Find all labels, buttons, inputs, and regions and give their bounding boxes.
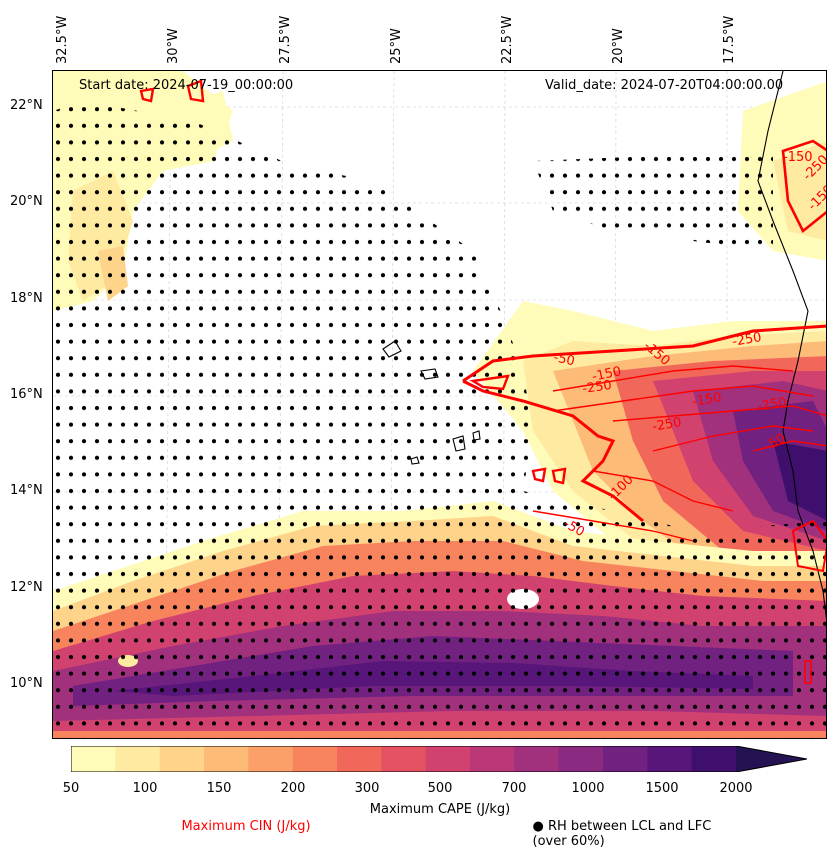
lon-label-22-5w: 22.5°W xyxy=(500,15,515,64)
cin-label: -150 xyxy=(691,390,723,410)
cbar-tick: 1500 xyxy=(645,781,679,796)
lat-label-16n: 16°N xyxy=(10,387,43,402)
cbar-tick: 2000 xyxy=(719,781,753,796)
lat-label-10n: 10°N xyxy=(10,676,43,691)
colorbar-cell xyxy=(204,746,249,772)
lat-label-20n: 20°N xyxy=(10,194,43,209)
lon-label-30w: 30°W xyxy=(166,28,181,64)
lat-label-14n: 14°N xyxy=(10,483,43,498)
colorbar-cell xyxy=(603,746,648,772)
map-canvas: -50 -150 -250 -150 -250 -150 -250 -250 -… xyxy=(53,71,826,738)
lon-label-27-5w: 27.5°W xyxy=(278,15,293,64)
lon-label-17-5w: 17.5°W xyxy=(722,15,737,64)
map-panel: -50 -150 -250 -150 -250 -150 -250 -250 -… xyxy=(52,70,827,739)
cbar-tick: 150 xyxy=(206,781,232,796)
lat-label-12n: 12°N xyxy=(10,580,43,595)
cbar-tick: 500 xyxy=(427,781,453,796)
colorbar-cell xyxy=(736,746,807,772)
lon-label-20w: 20°W xyxy=(611,28,626,64)
colorbar-cell xyxy=(558,746,604,772)
colorbar-cell xyxy=(514,746,560,772)
colorbar-cell xyxy=(292,746,338,772)
cin-label: -150 xyxy=(591,364,623,385)
start-date-label: Start date: 2024-07-19_00:00:00 xyxy=(79,78,294,93)
cin-contours xyxy=(139,79,826,684)
cbar-tick: 50 xyxy=(62,781,80,796)
colorbar-cell xyxy=(71,746,116,772)
cape-colorbar xyxy=(71,746,807,772)
colorbar-label: Maximum CAPE (J/kg) xyxy=(369,802,511,817)
cbar-tick: 700 xyxy=(501,781,527,796)
cin-label: -250 xyxy=(756,395,788,415)
colorbar-cell xyxy=(425,746,471,772)
cin-label: -50 xyxy=(552,350,576,369)
cbar-tick: 1000 xyxy=(571,781,605,796)
lat-label-22n: 22°N xyxy=(10,98,43,113)
colorbar-cell xyxy=(115,746,161,772)
cin-label: -250 xyxy=(581,378,612,397)
colorbar-cell xyxy=(691,746,737,772)
coastline xyxy=(382,71,826,620)
colorbar-cell xyxy=(381,746,427,772)
cin-label: -150 xyxy=(783,150,813,165)
cin-legend-label: Maximum CIN (J/kg) xyxy=(181,819,311,834)
lat-label-18n: 18°N xyxy=(10,291,43,306)
colorbar-cell xyxy=(248,746,294,772)
cin-label: -250 xyxy=(731,330,763,350)
colorbar-cell xyxy=(159,746,205,772)
colorbar-cell xyxy=(337,746,382,772)
colorbar-cell xyxy=(470,746,515,772)
cbar-tick: 300 xyxy=(354,781,380,796)
lon-label-32-5w: 32.5°W xyxy=(55,15,70,64)
lon-label-25w: 25°W xyxy=(389,28,404,64)
cbar-tick: 200 xyxy=(280,781,306,796)
valid-date-label: Valid_date: 2024-07-20T04:00:00.00 xyxy=(545,78,784,93)
cin-label: -250 xyxy=(651,415,683,435)
colorbar-cell xyxy=(647,746,693,772)
cbar-tick: 100 xyxy=(132,781,158,796)
